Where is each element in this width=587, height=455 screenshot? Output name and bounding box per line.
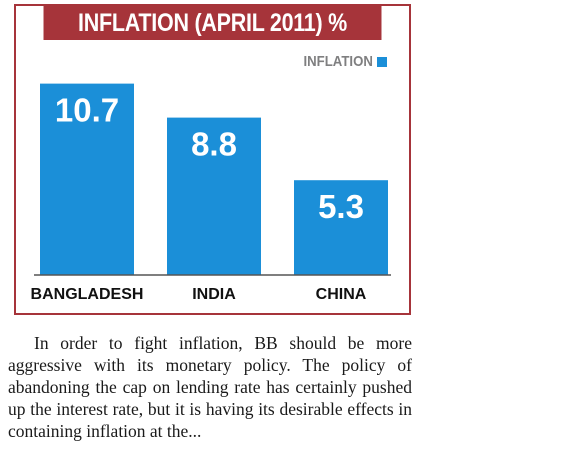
chart-title: INFLATION (APRIL 2011) %	[43, 6, 382, 40]
bar-india	[167, 117, 261, 275]
bar-bangladesh	[40, 83, 134, 275]
chart-panel: INFLATION (APRIL 2011) % INFLATION 10.7 B…	[14, 4, 411, 315]
bar-value-label: 10.7	[55, 92, 119, 129]
legend-label: INFLATION	[303, 53, 373, 70]
article-text: In order to fight inflation, BB should b…	[8, 332, 412, 442]
category-label: INDIA	[192, 286, 236, 303]
plot-area: 10.7 BANGLADESH 8.8 INDIA 5.3 CHINA	[31, 83, 391, 303]
article-paragraph: In order to fight inflation, BB should b…	[8, 333, 412, 441]
legend-swatch	[377, 56, 387, 67]
legend: INFLATION	[294, 53, 387, 70]
category-label: BANGLADESH	[31, 286, 144, 303]
bar-china	[294, 180, 388, 275]
bar-value-label: 8.8	[191, 126, 237, 163]
category-label: CHINA	[316, 286, 367, 303]
bar-value-label: 5.3	[318, 188, 364, 225]
